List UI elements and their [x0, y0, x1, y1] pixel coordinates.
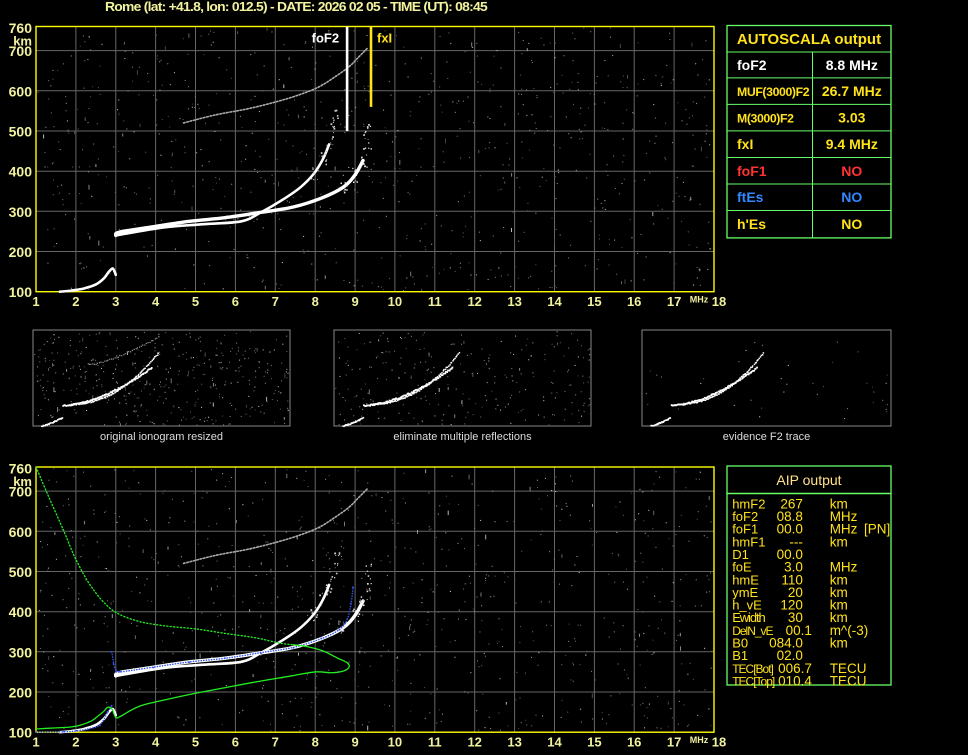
svg-text:18: 18: [712, 735, 726, 750]
svg-text:26.7 MHz: 26.7 MHz: [822, 83, 882, 99]
svg-text:1: 1: [32, 294, 39, 309]
svg-text:15: 15: [587, 294, 601, 309]
svg-text:10: 10: [388, 294, 402, 309]
svg-text:5: 5: [192, 735, 199, 750]
svg-text:18: 18: [712, 294, 726, 309]
svg-text:8: 8: [312, 735, 319, 750]
svg-text:km: km: [830, 534, 848, 549]
svg-text:16: 16: [627, 294, 641, 309]
svg-text:9: 9: [351, 294, 358, 309]
svg-text:foF1: foF1: [737, 163, 767, 179]
svg-text:MUF(3000)F2: MUF(3000)F2: [737, 85, 810, 99]
svg-text:TEC[Top]: TEC[Top]: [732, 675, 775, 689]
svg-text:NO: NO: [841, 163, 862, 179]
svg-text:16: 16: [627, 735, 641, 750]
svg-text:11: 11: [428, 294, 442, 309]
svg-text:8: 8: [312, 294, 319, 309]
svg-text:M(3000)F2: M(3000)F2: [737, 112, 794, 126]
svg-text:7: 7: [272, 294, 279, 309]
svg-text:9.4 MHz: 9.4 MHz: [826, 136, 878, 152]
svg-text:1: 1: [32, 735, 39, 750]
svg-text:13: 13: [507, 735, 521, 750]
svg-text:500: 500: [9, 564, 33, 580]
svg-text:12: 12: [467, 294, 481, 309]
svg-text:AUTOSCALA output: AUTOSCALA output: [737, 31, 881, 48]
svg-text:17: 17: [667, 294, 681, 309]
svg-text:TECU: TECU: [830, 674, 867, 689]
svg-text:100: 100: [9, 725, 33, 741]
svg-text:MHz: MHz: [690, 735, 709, 745]
svg-text:700: 700: [9, 43, 33, 59]
svg-text:700: 700: [9, 484, 33, 500]
svg-text:3: 3: [112, 294, 119, 309]
svg-text:[PN]: [PN]: [864, 522, 890, 537]
svg-text:fxI: fxI: [737, 136, 753, 152]
svg-text:Rome (lat: +41.8, lon: 012.5): Rome (lat: +41.8, lon: 012.5) - DATE: 20…: [105, 0, 487, 14]
svg-text:NO: NO: [841, 216, 862, 232]
svg-text:AIP output: AIP output: [776, 472, 841, 488]
svg-text:eliminate multiple reflections: eliminate multiple reflections: [393, 431, 532, 443]
svg-text:2: 2: [72, 294, 79, 309]
svg-text:3: 3: [112, 735, 119, 750]
svg-text:600: 600: [9, 83, 33, 99]
svg-text:17: 17: [667, 735, 681, 750]
svg-text:foF2: foF2: [737, 57, 767, 73]
svg-text:600: 600: [9, 524, 33, 540]
svg-text:original ionogram resized: original ionogram resized: [100, 431, 223, 443]
svg-text:6: 6: [232, 294, 239, 309]
svg-text:14: 14: [547, 735, 562, 750]
svg-text:4: 4: [152, 294, 160, 309]
svg-text:11: 11: [428, 735, 442, 750]
svg-text:9: 9: [351, 735, 358, 750]
svg-text:010.4: 010.4: [778, 674, 812, 689]
svg-text:500: 500: [9, 124, 33, 140]
svg-text:8.8 MHz: 8.8 MHz: [826, 57, 878, 73]
svg-text:400: 400: [9, 604, 33, 620]
svg-text:ftEs: ftEs: [737, 189, 764, 205]
svg-text:5: 5: [192, 294, 199, 309]
svg-text:300: 300: [9, 644, 33, 660]
svg-text:fxI: fxI: [377, 31, 392, 46]
svg-text:km: km: [830, 636, 848, 651]
svg-text:13: 13: [507, 294, 521, 309]
svg-text:NO: NO: [841, 189, 862, 205]
svg-text:200: 200: [9, 685, 33, 701]
svg-text:12: 12: [467, 735, 481, 750]
svg-text:14: 14: [547, 294, 562, 309]
svg-text:2: 2: [72, 735, 79, 750]
svg-text:3.03: 3.03: [838, 110, 865, 126]
svg-text:100: 100: [9, 284, 33, 300]
svg-text:4: 4: [152, 735, 160, 750]
svg-text:15: 15: [587, 735, 601, 750]
svg-text:200: 200: [9, 244, 33, 260]
svg-text:MHz: MHz: [690, 295, 709, 305]
svg-text:10: 10: [388, 735, 402, 750]
svg-text:h'Es: h'Es: [737, 216, 766, 232]
svg-text:evidence F2 trace: evidence F2 trace: [723, 431, 810, 443]
svg-text:7: 7: [272, 735, 279, 750]
svg-text:foF2: foF2: [312, 31, 339, 46]
svg-text:6: 6: [232, 735, 239, 750]
svg-text:300: 300: [9, 204, 33, 220]
svg-text:400: 400: [9, 164, 33, 180]
